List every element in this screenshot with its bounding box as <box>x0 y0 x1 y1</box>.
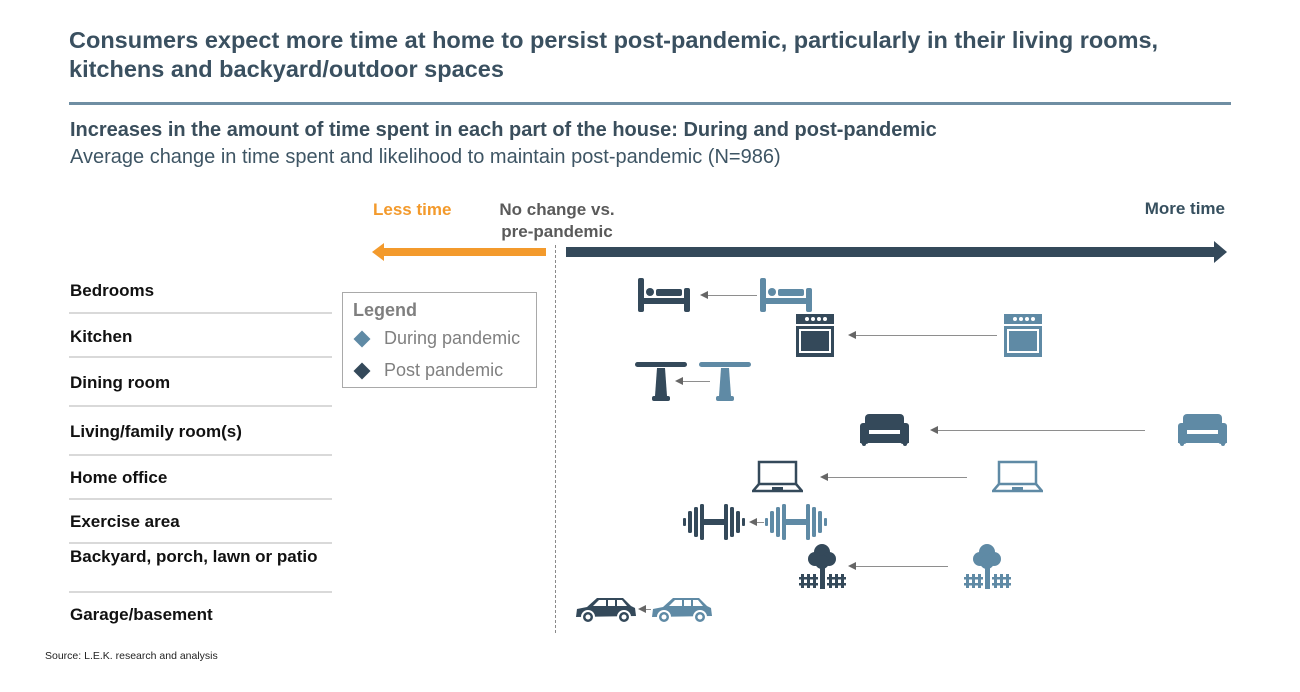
legend-label-post: Post pandemic <box>384 360 504 380</box>
dumbbell-icon <box>765 504 827 540</box>
sofa-icon <box>1178 414 1227 446</box>
row-label-garage: Garage/basement <box>70 605 213 624</box>
living-change-arrow <box>930 426 1145 434</box>
row-label-dining-room: Dining room <box>70 373 171 392</box>
dumbbell-icon <box>683 504 745 540</box>
office-change-arrow <box>820 473 967 481</box>
less-time-arrow <box>372 243 546 261</box>
legend-item-post: Post pandemic <box>353 360 503 381</box>
car-icon <box>576 598 636 624</box>
bedrooms-change-arrow <box>700 291 757 299</box>
row-label-living-room: Living/family room(s) <box>70 422 242 441</box>
tree-fence-icon <box>964 544 1011 589</box>
dining-change-arrow <box>675 377 710 385</box>
laptop-icon <box>992 460 1043 493</box>
row-separator <box>69 498 332 500</box>
slide-title: Consumers expect more time at home to pe… <box>69 27 1159 82</box>
less-time-label: Less time <box>373 200 452 219</box>
car-icon <box>652 598 712 624</box>
chart-title: Increases in the amount of time spent in… <box>70 119 937 141</box>
row-separator <box>69 356 332 358</box>
oven-icon <box>1004 314 1042 357</box>
tree-fence-icon <box>799 544 846 589</box>
bed-icon <box>638 278 690 312</box>
row-separator <box>69 454 332 456</box>
diamond-post-icon <box>353 362 371 379</box>
source-note: Source: L.E.K. research and analysis <box>45 650 218 662</box>
chart-subtitle: Average change in time spent and likelih… <box>70 146 781 168</box>
row-separator <box>69 405 332 407</box>
row-separator <box>69 591 332 593</box>
legend-title: Legend <box>353 300 418 320</box>
no-change-label: No change vs. pre-pandemic <box>499 200 615 241</box>
row-label-kitchen: Kitchen <box>70 327 133 346</box>
sofa-icon <box>860 414 909 446</box>
title-rule <box>69 102 1231 105</box>
zero-line <box>555 245 556 633</box>
legend-label-during: During pandemic <box>384 328 521 348</box>
legend: Legend During pandemic Post pandemic <box>342 292 537 388</box>
table-icon <box>635 362 687 401</box>
diamond-during-icon <box>353 330 371 347</box>
row-separator <box>69 312 332 314</box>
row-label-backyard: Backyard, porch, lawn or patio <box>70 547 318 566</box>
garage-change-arrow <box>638 605 651 613</box>
laptop-icon <box>752 460 803 493</box>
more-time-arrow <box>566 241 1227 263</box>
row-separator <box>69 542 332 544</box>
kitchen-change-arrow <box>848 331 997 339</box>
more-time-label: More time <box>1144 199 1225 218</box>
table-icon <box>699 362 751 401</box>
legend-item-during: During pandemic <box>353 328 520 349</box>
exercise-change-arrow <box>749 518 764 526</box>
bed-icon <box>760 278 812 312</box>
row-label-home-office: Home office <box>70 468 168 487</box>
backyard-change-arrow <box>848 562 948 570</box>
oven-icon <box>796 314 834 357</box>
row-label-bedrooms: Bedrooms <box>70 281 155 300</box>
row-label-exercise-area: Exercise area <box>70 512 180 531</box>
